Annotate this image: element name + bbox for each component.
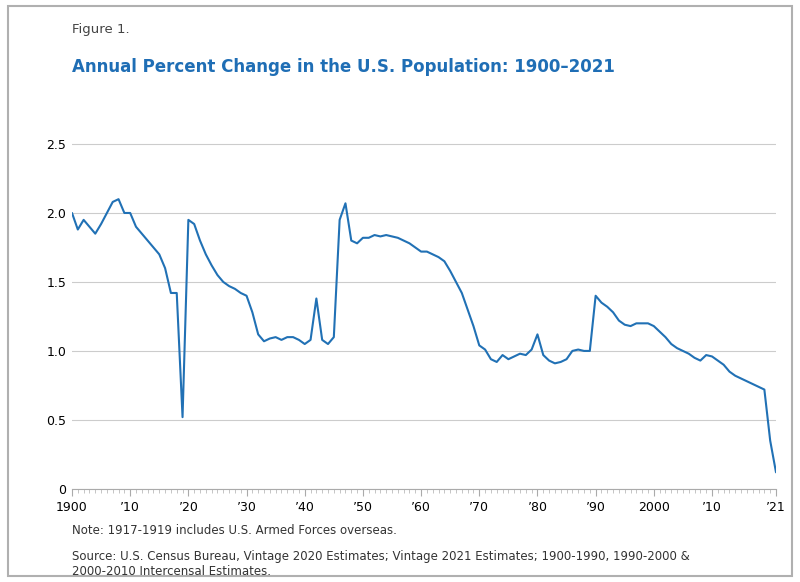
Text: Figure 1.: Figure 1. xyxy=(72,23,130,36)
Text: Note: 1917-1919 includes U.S. Armed Forces overseas.: Note: 1917-1919 includes U.S. Armed Forc… xyxy=(72,524,397,537)
Text: Source: U.S. Census Bureau, Vintage 2020 Estimates; Vintage 2021 Estimates; 1900: Source: U.S. Census Bureau, Vintage 2020… xyxy=(72,550,690,578)
Text: Annual Percent Change in the U.S. Population: 1900–2021: Annual Percent Change in the U.S. Popula… xyxy=(72,58,615,76)
